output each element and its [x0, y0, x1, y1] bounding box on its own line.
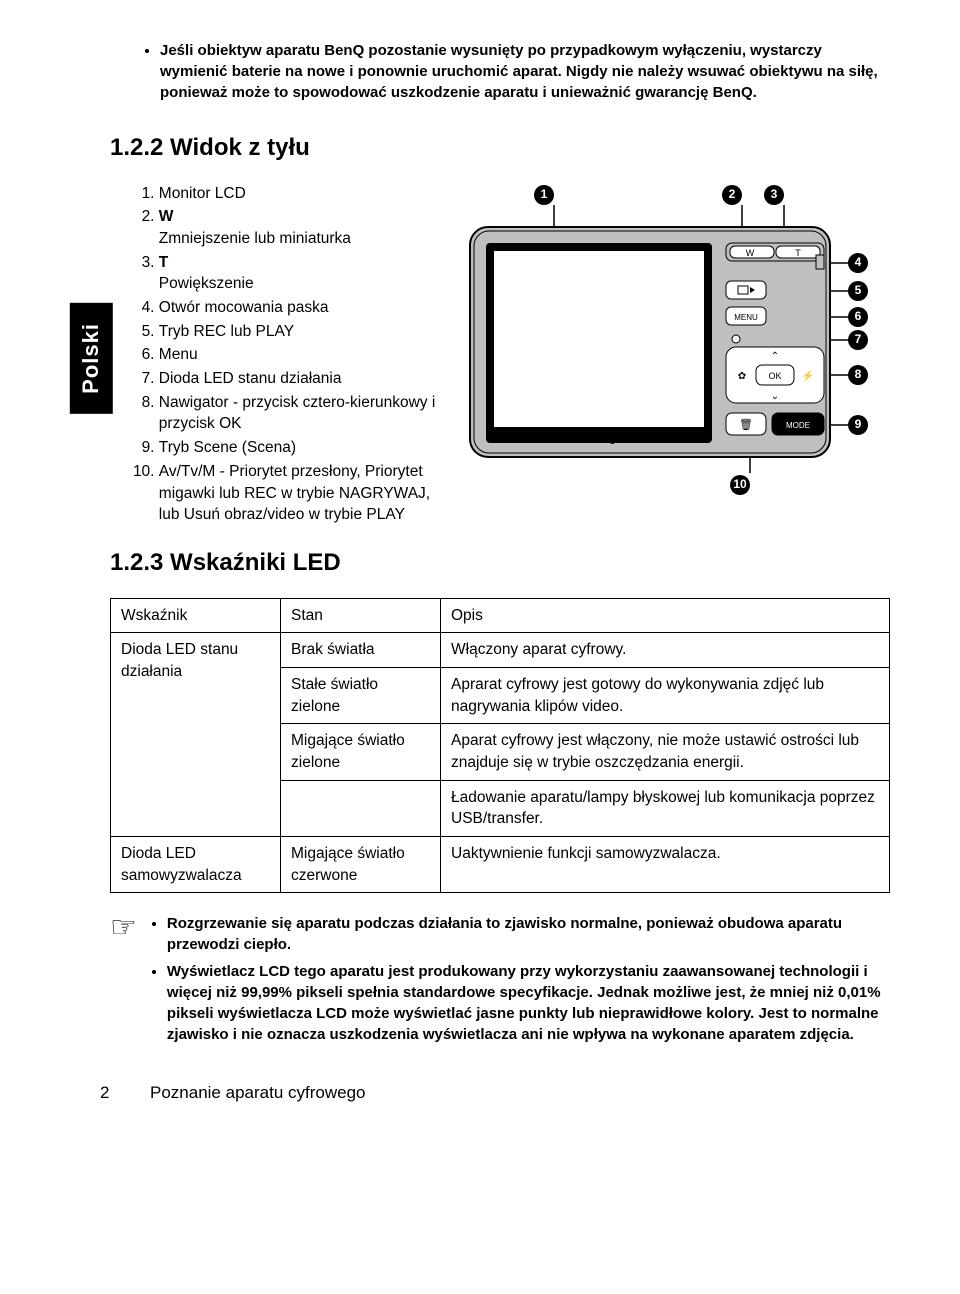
- svg-text:T: T: [795, 248, 801, 258]
- cell-state: Stałe światło zielone: [281, 667, 441, 723]
- cell-desc: Ładowanie aparatu/lampy błyskowej lub ko…: [441, 780, 890, 836]
- cell-desc: Włączony aparat cyfrowy.: [441, 633, 890, 668]
- cell-indicator: Dioda LED samowyzwalacza: [111, 837, 281, 893]
- svg-text:⌃: ⌃: [771, 351, 779, 362]
- cell-state: Migające światło zielone: [281, 724, 441, 780]
- rear-list-item: TPowiększenie: [159, 252, 440, 295]
- svg-text:✿: ✿: [738, 371, 746, 382]
- rear-list-item: Otwór mocowania paska: [159, 297, 440, 319]
- svg-text:🗑: 🗑: [739, 418, 753, 431]
- th-indicator: Wskaźnik: [111, 598, 281, 633]
- callout-1: 1: [534, 185, 554, 205]
- cell-desc: Uaktywnienie funkcji samowyzwalacza.: [441, 837, 890, 893]
- language-tab: Polski: [70, 303, 113, 414]
- callout-9: 9: [848, 415, 868, 435]
- cell-desc: Aprarat cyfrowy jest gotowy do wykonywan…: [441, 667, 890, 723]
- bottom-note-item: Wyświetlacz LCD tego aparatu jest produk…: [167, 961, 890, 1045]
- svg-text:OK: OK: [768, 371, 781, 381]
- callout-3: 3: [764, 185, 784, 205]
- callout-7: 7: [848, 330, 868, 350]
- page-footer: 2 Poznanie aparatu cyfrowego: [100, 1081, 890, 1105]
- bottom-note-item: Rozgrzewanie się aparatu podczas działan…: [167, 913, 890, 955]
- svg-text:⌄: ⌄: [771, 391, 779, 402]
- rear-list-item: Dioda LED stanu działania: [159, 368, 440, 390]
- svg-text:BenQ: BenQ: [579, 428, 616, 444]
- callout-5: 5: [848, 281, 868, 301]
- callout-6: 6: [848, 307, 868, 327]
- cell-state: [281, 780, 441, 836]
- cell-state: Migające światło czerwone: [281, 837, 441, 893]
- cell-desc: Aparat cyfrowy jest włączony, nie może u…: [441, 724, 890, 780]
- rear-list-item: Menu: [159, 344, 440, 366]
- top-note-item: Jeśli obiektyw aparatu BenQ pozostanie w…: [160, 40, 890, 103]
- top-note: Jeśli obiektyw aparatu BenQ pozostanie w…: [70, 40, 890, 103]
- heading-rear-view: 1.2.2 Widok z tyłu: [110, 131, 890, 165]
- th-desc: Opis: [441, 598, 890, 633]
- callout-8: 8: [848, 365, 868, 385]
- rear-list-item: Monitor LCD: [159, 183, 440, 205]
- cell-indicator: Dioda LED stanu działania: [111, 633, 281, 837]
- footer-title: Poznanie aparatu cyfrowego: [150, 1081, 365, 1105]
- table-row: Dioda LED stanu działaniaBrak światłaWłą…: [111, 633, 890, 668]
- heading-led: 1.2.3 Wskaźniki LED: [110, 546, 890, 580]
- cell-state: Brak światła: [281, 633, 441, 668]
- rear-list-item: Nawigator - przycisk cztero-kierunkowy i…: [159, 392, 440, 435]
- callout-10: 10: [730, 475, 750, 495]
- svg-text:MENU: MENU: [734, 313, 758, 322]
- rear-list-item: Tryb REC lub PLAY: [159, 321, 440, 343]
- camera-diagram: BenQ W T MENU O: [440, 183, 890, 503]
- rear-parts-list: Monitor LCDWZmniejszenie lub miniaturkaT…: [113, 183, 440, 528]
- callout-2: 2: [722, 185, 742, 205]
- svg-text:MODE: MODE: [786, 421, 810, 430]
- th-state: Stan: [281, 598, 441, 633]
- rear-list-item: WZmniejszenie lub miniaturka: [159, 206, 440, 249]
- svg-text:⚡: ⚡: [802, 369, 814, 382]
- led-table: Wskaźnik Stan Opis Dioda LED stanu dział…: [110, 598, 890, 894]
- table-row: Dioda LED samowyzwalaczaMigające światło…: [111, 837, 890, 893]
- rear-list-item: Av/Tv/M - Priorytet przesłony, Priorytet…: [159, 461, 440, 526]
- hand-icon: ☞: [110, 913, 137, 943]
- bottom-note: ☞ Rozgrzewanie się aparatu podczas dział…: [110, 913, 890, 1051]
- svg-text:W: W: [746, 248, 755, 258]
- page-number: 2: [100, 1081, 150, 1105]
- callout-4: 4: [848, 253, 868, 273]
- rear-list-item: Tryb Scene (Scena): [159, 437, 440, 459]
